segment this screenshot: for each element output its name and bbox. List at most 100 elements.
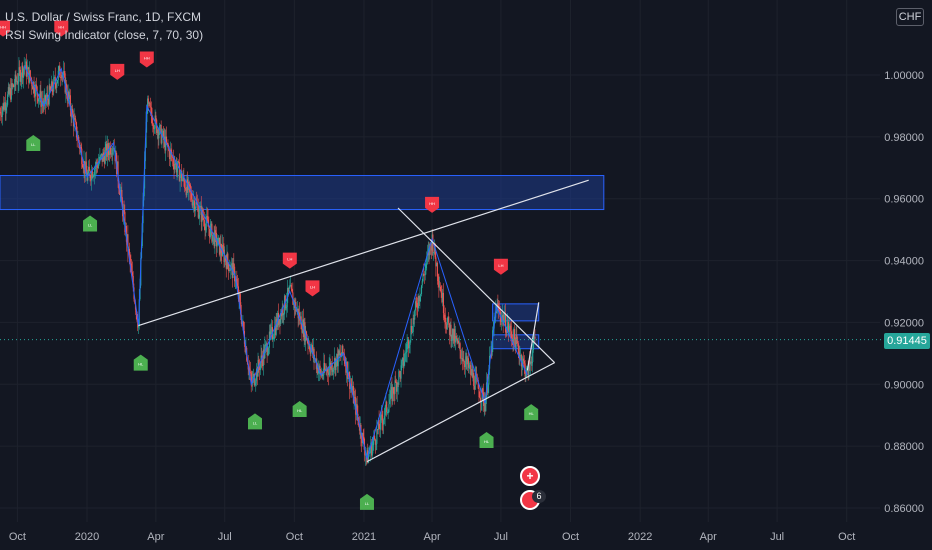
marker-text: HH — [429, 201, 435, 206]
indicator-title[interactable]: RSI Swing Indicator (close, 7, 70, 30) — [5, 28, 204, 42]
candle-body — [453, 329, 455, 341]
candle-body — [75, 119, 77, 123]
marker-text: LH — [287, 257, 292, 262]
candle-body — [486, 382, 488, 393]
candle-body — [222, 244, 224, 250]
candle-body — [466, 356, 468, 365]
candle-body — [47, 98, 50, 105]
candle-body — [237, 286, 239, 299]
candle-body — [238, 294, 240, 299]
candle-body — [372, 441, 374, 446]
candle-body — [389, 399, 391, 405]
candle-body — [306, 339, 308, 341]
candle-body — [253, 373, 255, 385]
candle-body — [233, 263, 235, 267]
candle-body — [164, 136, 166, 151]
candle-body — [232, 263, 234, 278]
price-axis[interactable]: 1.00000 0.98000 0.96000 0.94000 0.92000 0.900… — [884, 70, 924, 515]
candle-body — [338, 350, 340, 356]
candle-body — [165, 136, 168, 143]
candle-body — [479, 397, 482, 402]
y-tick-label: 0.90000 — [884, 379, 924, 391]
marker-shape — [282, 252, 297, 269]
candle-body — [243, 321, 245, 332]
candle-body — [234, 280, 236, 282]
candle-body — [57, 80, 59, 84]
symbol-title[interactable]: U.S. Dollar / Swiss Franc, 1D, FXCM — [5, 10, 202, 24]
candle-body — [199, 207, 201, 215]
candle-body — [457, 340, 459, 343]
candle-body — [265, 343, 267, 345]
candle-body — [99, 155, 101, 162]
candle-body — [22, 65, 24, 78]
candle-body — [416, 303, 418, 308]
candle-body — [54, 77, 56, 84]
candle-body — [261, 355, 263, 360]
candle-body — [13, 86, 15, 87]
candle-body — [318, 370, 320, 374]
candle-body — [8, 87, 10, 94]
candle-body — [124, 211, 126, 233]
candle-body — [406, 344, 408, 353]
marker-text: HH — [0, 25, 6, 30]
currency-badge[interactable]: CHF — [896, 8, 924, 26]
candle-body — [150, 107, 152, 116]
candle-body — [280, 312, 282, 324]
candle-body — [80, 147, 82, 149]
candle-body — [517, 341, 519, 344]
candle-body — [93, 175, 95, 177]
candle-body — [129, 255, 131, 264]
swing-low-marker: HL — [292, 401, 307, 418]
candle-body — [166, 142, 168, 144]
candle-body — [521, 364, 523, 367]
candle-body — [358, 425, 361, 431]
candle-body — [103, 152, 105, 156]
candle-body — [37, 94, 39, 102]
candle-body — [185, 189, 187, 196]
candle-body — [532, 337, 535, 350]
candle-body — [316, 364, 318, 370]
candle-body — [21, 65, 23, 77]
candle-body — [109, 146, 112, 155]
candle-body — [18, 67, 20, 82]
candle-body — [290, 284, 292, 287]
candle-body — [170, 149, 172, 152]
candle-body — [417, 296, 420, 309]
candle-body — [35, 84, 37, 87]
candle-body — [228, 269, 230, 272]
candle-body — [386, 401, 388, 413]
candle-body — [153, 128, 155, 130]
candle-body — [381, 414, 383, 421]
candle-body — [105, 144, 107, 151]
candle-body — [92, 175, 94, 178]
candle-body — [419, 296, 421, 302]
candle-body — [374, 435, 376, 440]
candle-body — [391, 387, 393, 402]
candle-body — [153, 125, 155, 130]
candle-body — [198, 214, 200, 218]
marker-text: LL — [88, 222, 93, 227]
candle-body — [10, 83, 12, 100]
candle-body — [331, 363, 333, 372]
candle-body — [163, 136, 165, 140]
candle-body — [511, 331, 513, 339]
candle-body — [197, 205, 199, 218]
candle-body — [445, 324, 448, 330]
marker-shape — [83, 215, 98, 232]
swing-line — [23, 65, 528, 461]
candle-body — [200, 206, 202, 222]
time-axis[interactable]: Oct 2020 Apr Jul Oct 2021 Apr Jul Oct 2022 Apr Jul O… — [9, 531, 855, 543]
candle-body — [364, 454, 367, 456]
trendlines-layer — [138, 179, 589, 463]
marker-shape — [110, 63, 125, 80]
candle-body — [429, 243, 431, 256]
news-plus-icon[interactable]: + — [520, 466, 540, 486]
marker-shape — [479, 431, 494, 448]
candle-body — [522, 358, 524, 365]
candle-body — [150, 106, 152, 108]
candle-body — [90, 177, 92, 181]
candle-body — [510, 325, 512, 332]
candle-body — [501, 314, 504, 318]
candle-body — [267, 352, 269, 356]
